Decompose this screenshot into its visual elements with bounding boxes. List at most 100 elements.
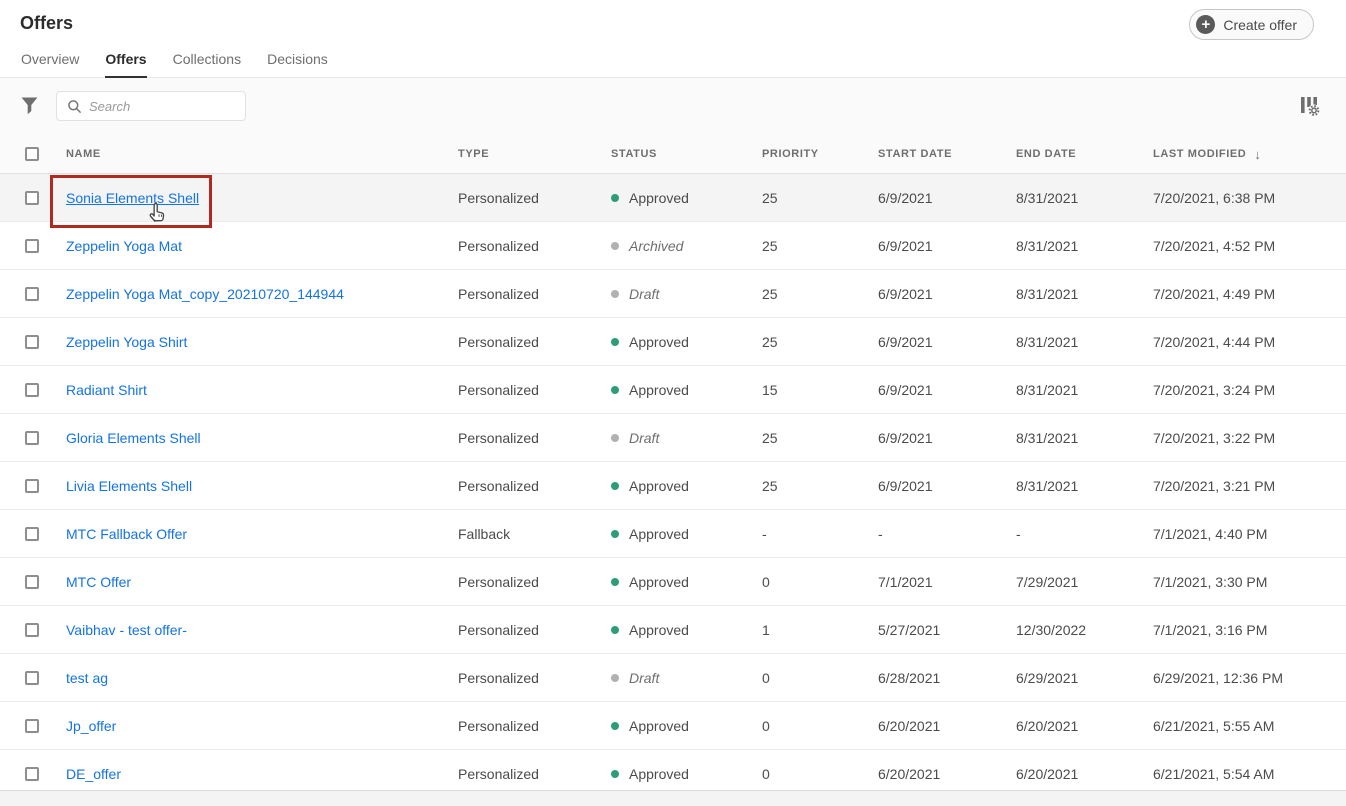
row-checkbox[interactable] <box>25 574 39 589</box>
row-checkbox[interactable] <box>25 718 39 733</box>
status-dot-icon <box>611 481 619 490</box>
status-dot-icon <box>611 337 619 346</box>
offer-start-date-cell: 6/20/2021 <box>878 717 941 734</box>
table-row: Livia Elements Shell Personalized Approv… <box>0 462 1346 510</box>
status-dot-icon <box>611 193 619 202</box>
offer-end-date-cell: 12/30/2022 <box>1016 621 1087 638</box>
table-row: Zeppelin Yoga Mat_copy_20210720_144944 P… <box>0 270 1346 318</box>
row-checkbox[interactable] <box>25 478 39 493</box>
status-dot-icon <box>611 673 619 682</box>
offer-type-cell: Personalized <box>458 573 539 590</box>
offer-status-cell: Draft <box>611 430 762 446</box>
status-dot-icon <box>611 289 619 298</box>
offer-status-cell: Approved <box>611 622 762 638</box>
offer-end-date-cell: 7/29/2021 <box>1016 573 1079 590</box>
row-checkbox[interactable] <box>25 286 39 301</box>
column-settings-icon[interactable] <box>1300 95 1321 120</box>
column-header-priority[interactable]: PRIORITY <box>762 148 819 160</box>
status-dot-icon <box>611 385 619 394</box>
table-row: test ag Personalized Draft 0 6/28/2021 6… <box>0 654 1346 702</box>
offer-priority-cell: 25 <box>762 237 778 254</box>
offer-name-link[interactable]: MTC Fallback Offer <box>66 525 188 542</box>
offer-status-cell: Approved <box>611 190 762 206</box>
bottom-scroll-strip <box>0 790 1346 806</box>
offer-name-link[interactable]: Zeppelin Yoga Shirt <box>66 333 188 350</box>
status-dot-icon <box>611 529 619 538</box>
offer-type-cell: Personalized <box>458 669 539 686</box>
offer-last-modified-cell: 7/20/2021, 3:21 PM <box>1153 477 1276 494</box>
offer-name-link[interactable]: Zeppelin Yoga Mat <box>66 237 182 254</box>
tab-bar: Overview Offers Collections Decisions <box>0 48 1346 78</box>
offer-priority-cell: 0 <box>762 669 770 686</box>
status-dot-icon <box>611 577 619 586</box>
offer-type-cell: Personalized <box>458 237 539 254</box>
offer-name-link[interactable]: Radiant Shirt <box>66 381 147 398</box>
row-checkbox[interactable] <box>25 334 39 349</box>
offer-priority-cell: 25 <box>762 333 778 350</box>
row-checkbox[interactable] <box>25 766 39 781</box>
offer-start-date-cell: 6/9/2021 <box>878 285 933 302</box>
offer-last-modified-cell: 7/1/2021, 3:30 PM <box>1153 573 1268 590</box>
page-header: Offers + Create offer <box>0 0 1346 48</box>
offer-last-modified-cell: 7/20/2021, 3:22 PM <box>1153 429 1276 446</box>
offer-type-cell: Personalized <box>458 765 539 782</box>
offer-start-date-cell: 6/9/2021 <box>878 333 933 350</box>
offer-name-link[interactable]: MTC Offer <box>66 573 132 590</box>
offer-start-date-cell: 6/9/2021 <box>878 429 933 446</box>
offer-last-modified-cell: 7/20/2021, 4:44 PM <box>1153 333 1276 350</box>
offer-start-date-cell: - <box>878 525 883 542</box>
filter-icon[interactable] <box>21 97 38 118</box>
offer-type-cell: Fallback <box>458 525 511 542</box>
column-header-start-date[interactable]: START DATE <box>878 148 953 160</box>
row-checkbox[interactable] <box>25 622 39 637</box>
offer-name-link[interactable]: Gloria Elements Shell <box>66 429 201 446</box>
offer-priority-cell: 25 <box>762 477 778 494</box>
tab-overview[interactable]: Overview <box>21 51 80 67</box>
column-header-name[interactable]: NAME <box>66 148 101 160</box>
search-input[interactable] <box>89 98 235 114</box>
create-offer-button[interactable]: + Create offer <box>1189 9 1314 40</box>
offer-priority-cell: 0 <box>762 717 770 734</box>
row-checkbox[interactable] <box>25 238 39 253</box>
offer-type-cell: Personalized <box>458 285 539 302</box>
offer-name-link[interactable]: Jp_offer <box>66 717 117 734</box>
offer-end-date-cell: 8/31/2021 <box>1016 381 1079 398</box>
tab-collections[interactable]: Collections <box>172 51 242 67</box>
offer-type-cell: Personalized <box>458 621 539 638</box>
row-checkbox[interactable] <box>25 382 39 397</box>
row-checkbox[interactable] <box>25 430 39 445</box>
offer-start-date-cell: 6/9/2021 <box>878 477 933 494</box>
offer-name-link[interactable]: Zeppelin Yoga Mat_copy_20210720_144944 <box>66 285 344 302</box>
row-checkbox[interactable] <box>25 670 39 685</box>
offer-end-date-cell: 6/29/2021 <box>1016 669 1079 686</box>
offer-end-date-cell: 8/31/2021 <box>1016 285 1079 302</box>
offer-last-modified-cell: 7/20/2021, 4:52 PM <box>1153 237 1276 254</box>
offer-type-cell: Personalized <box>458 189 539 206</box>
column-header-last-modified[interactable]: LAST MODIFIED ↓ <box>1153 146 1262 162</box>
row-checkbox[interactable] <box>25 526 39 541</box>
offer-name-link[interactable]: Livia Elements Shell <box>66 477 193 494</box>
offer-last-modified-cell: 7/20/2021, 3:24 PM <box>1153 381 1276 398</box>
offer-priority-cell: 25 <box>762 429 778 446</box>
offer-start-date-cell: 6/28/2021 <box>878 669 941 686</box>
tab-offers[interactable]: Offers <box>105 48 147 78</box>
offer-end-date-cell: 8/31/2021 <box>1016 333 1079 350</box>
offer-name-link[interactable]: Vaibhav - test offer- <box>66 621 187 638</box>
offer-status-cell: Draft <box>611 670 762 686</box>
table-body: Sonia Elements Shell Personalized Approv… <box>0 174 1346 798</box>
offer-name-link[interactable]: Sonia Elements Shell <box>66 189 200 206</box>
offer-last-modified-cell: 7/1/2021, 4:40 PM <box>1153 525 1268 542</box>
offer-end-date-cell: 8/31/2021 <box>1016 429 1079 446</box>
offer-priority-cell: 25 <box>762 285 778 302</box>
column-header-end-date[interactable]: END DATE <box>1016 148 1077 160</box>
offer-start-date-cell: 6/9/2021 <box>878 381 933 398</box>
status-dot-icon <box>611 241 619 250</box>
column-header-status[interactable]: STATUS <box>611 148 657 160</box>
row-checkbox[interactable] <box>25 190 39 205</box>
select-all-checkbox[interactable] <box>25 147 39 161</box>
offer-type-cell: Personalized <box>458 477 539 494</box>
offer-name-link[interactable]: test ag <box>66 669 109 686</box>
column-header-type[interactable]: TYPE <box>458 148 490 160</box>
offer-name-link[interactable]: DE_offer <box>66 765 121 782</box>
tab-decisions[interactable]: Decisions <box>267 51 328 67</box>
